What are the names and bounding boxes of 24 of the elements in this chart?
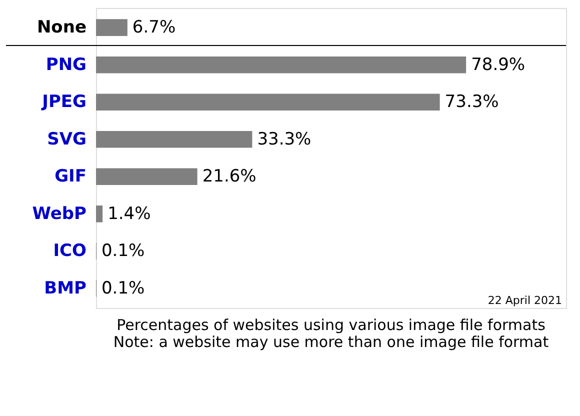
bar <box>96 56 466 74</box>
y-tick-label: SVG <box>47 129 86 150</box>
text: Percentages of websites using various image file formats Note: a website may use more than one image file format <box>113 316 549 351</box>
data-label: 0.1% <box>101 278 145 298</box>
y-tick-label: None <box>36 18 86 38</box>
y-tick-label: WebP <box>32 204 86 224</box>
bar <box>96 19 128 36</box>
bar <box>96 168 198 186</box>
y-tick-label: PNG <box>46 54 86 75</box>
data-label: 78.9% <box>471 54 526 75</box>
data-label: 21.6% <box>202 166 256 187</box>
y-tick-label: GIF <box>54 166 86 187</box>
data-label: 6.7% <box>132 18 176 38</box>
y-tick-label: BMP <box>44 278 86 298</box>
data-label: 0.1% <box>101 241 145 262</box>
bar <box>96 130 252 148</box>
data-label: 33.3% <box>257 129 312 150</box>
bar <box>96 94 440 110</box>
data-label: 73.3% <box>444 92 499 112</box>
y-tick-label: ICO <box>53 241 86 262</box>
y-tick-label: JPEG <box>41 92 86 112</box>
bar <box>96 206 103 222</box>
data-label: 1.4% <box>108 204 151 224</box>
text: 22 April 2021 <box>488 294 562 307</box>
